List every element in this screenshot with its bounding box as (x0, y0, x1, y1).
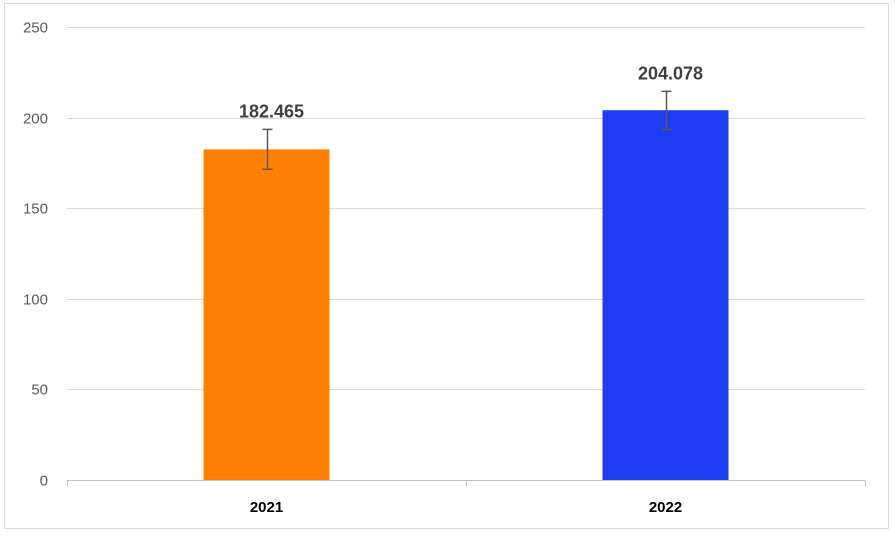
x-tick-label-2021: 2021 (250, 499, 283, 516)
y-tick-label: 50 (31, 382, 48, 399)
y-tick-label: 0 (40, 473, 48, 490)
data-label-2022: 204.078 (638, 63, 703, 83)
bar-2021 (203, 149, 330, 480)
gridlines (67, 27, 865, 390)
x-tick-label-2022: 2022 (649, 499, 682, 516)
y-tick-label: 250 (23, 20, 48, 37)
bars (203, 110, 729, 480)
y-axis-tick-labels: 0 50 100 150 200 250 (23, 20, 48, 490)
y-tick-label: 150 (23, 201, 48, 218)
data-label-2021: 182.465 (239, 101, 304, 121)
chart-frame (4, 3, 889, 529)
y-tick-label: 200 (23, 111, 48, 128)
bar-2022 (602, 110, 729, 480)
data-labels: 182.465 204.078 (239, 63, 703, 121)
error-bars (262, 90, 672, 170)
x-axis (67, 480, 866, 487)
y-tick-label: 100 (23, 292, 48, 309)
x-axis-category-labels: 2021 2022 (250, 499, 682, 516)
